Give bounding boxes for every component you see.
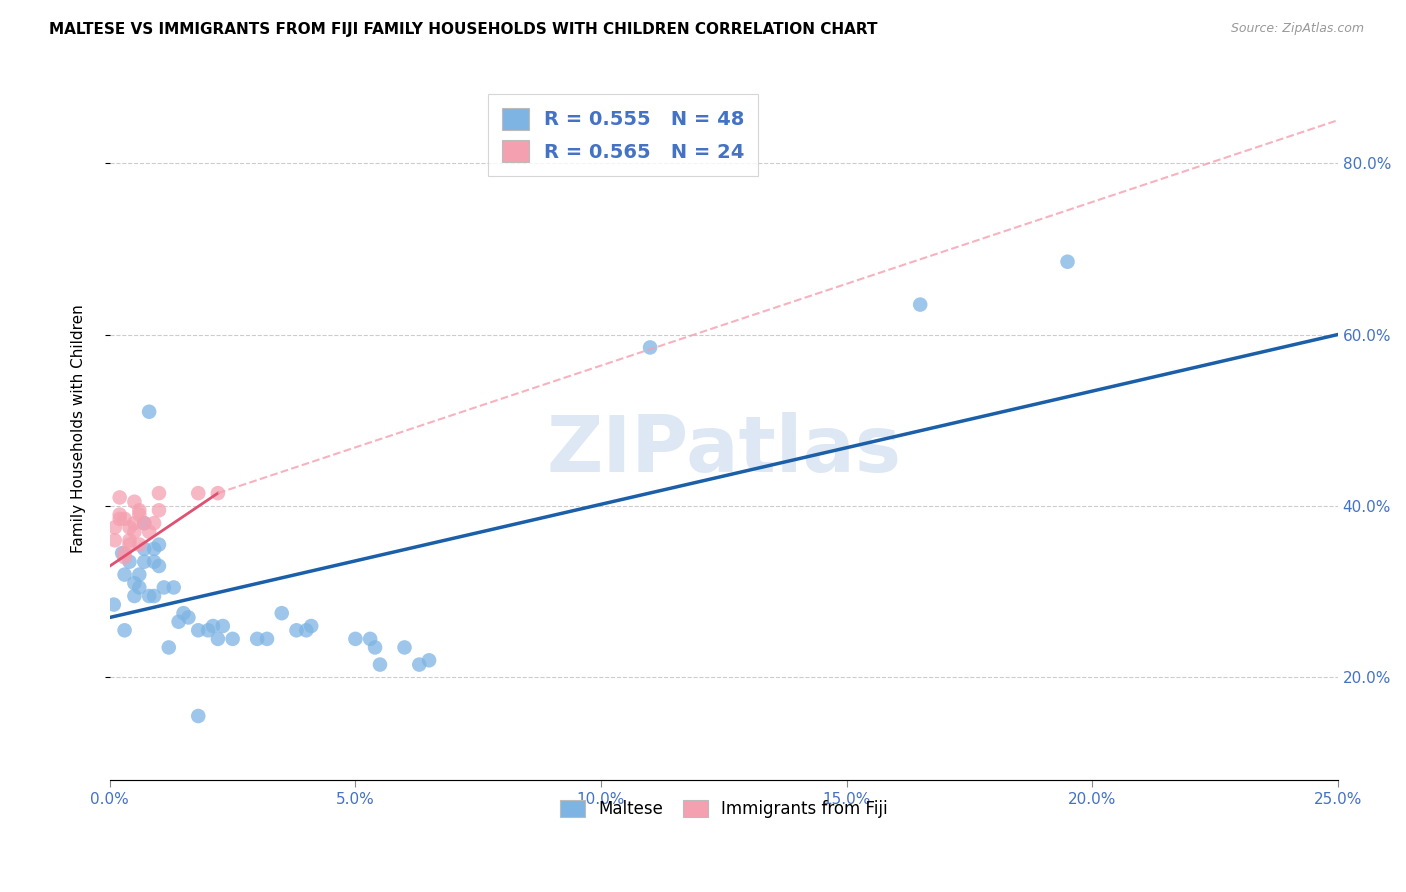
Point — [148, 503, 170, 517]
Point — [104, 520, 127, 534]
Point — [143, 555, 166, 569]
Point — [211, 619, 233, 633]
Point — [138, 405, 160, 419]
Point — [207, 632, 229, 646]
Point — [187, 624, 209, 638]
Point — [285, 624, 308, 638]
Point — [143, 516, 166, 530]
Point — [148, 559, 170, 574]
Point — [1056, 254, 1078, 268]
Point — [368, 657, 391, 672]
Point — [128, 567, 150, 582]
Point — [108, 491, 131, 505]
Text: ZIPatlas: ZIPatlas — [547, 412, 901, 488]
Point — [124, 516, 146, 530]
Point — [221, 632, 243, 646]
Point — [104, 533, 127, 548]
Point — [114, 550, 136, 565]
Point — [638, 341, 661, 355]
Point — [108, 508, 131, 522]
Point — [124, 524, 146, 539]
Point — [157, 640, 180, 655]
Point — [418, 653, 440, 667]
Point — [394, 640, 416, 655]
Legend: Maltese, Immigrants from Fiji: Maltese, Immigrants from Fiji — [553, 793, 894, 825]
Point — [114, 567, 136, 582]
Point — [118, 555, 141, 569]
Point — [148, 486, 170, 500]
Point — [143, 541, 166, 556]
Point — [148, 538, 170, 552]
Point — [201, 619, 224, 633]
Point — [138, 589, 160, 603]
Point — [270, 606, 292, 620]
Point — [124, 589, 146, 603]
Point — [114, 512, 136, 526]
Point — [908, 297, 931, 311]
Point — [118, 533, 141, 548]
Point — [124, 494, 146, 508]
Point — [197, 624, 219, 638]
Point — [138, 524, 160, 539]
Point — [134, 555, 156, 569]
Point — [134, 516, 156, 530]
Point — [103, 598, 125, 612]
Point — [299, 619, 322, 633]
Point — [114, 624, 136, 638]
Point — [128, 538, 150, 552]
Point — [128, 581, 150, 595]
Point — [408, 657, 430, 672]
Point — [167, 615, 190, 629]
Point — [134, 541, 156, 556]
Text: MALTESE VS IMMIGRANTS FROM FIJI FAMILY HOUSEHOLDS WITH CHILDREN CORRELATION CHAR: MALTESE VS IMMIGRANTS FROM FIJI FAMILY H… — [49, 22, 877, 37]
Point — [173, 606, 195, 620]
Point — [153, 581, 176, 595]
Point — [246, 632, 269, 646]
Point — [359, 632, 381, 646]
Point — [364, 640, 387, 655]
Point — [256, 632, 278, 646]
Point — [118, 520, 141, 534]
Point — [134, 516, 156, 530]
Point — [207, 486, 229, 500]
Y-axis label: Family Households with Children: Family Households with Children — [72, 304, 86, 553]
Point — [163, 581, 186, 595]
Point — [344, 632, 367, 646]
Point — [187, 709, 209, 723]
Point — [177, 610, 200, 624]
Point — [295, 624, 318, 638]
Point — [128, 503, 150, 517]
Point — [111, 546, 134, 560]
Point — [124, 576, 146, 591]
Text: Source: ZipAtlas.com: Source: ZipAtlas.com — [1230, 22, 1364, 36]
Point — [114, 546, 136, 560]
Point — [108, 512, 131, 526]
Point — [118, 538, 141, 552]
Point — [143, 589, 166, 603]
Point — [187, 486, 209, 500]
Point — [128, 508, 150, 522]
